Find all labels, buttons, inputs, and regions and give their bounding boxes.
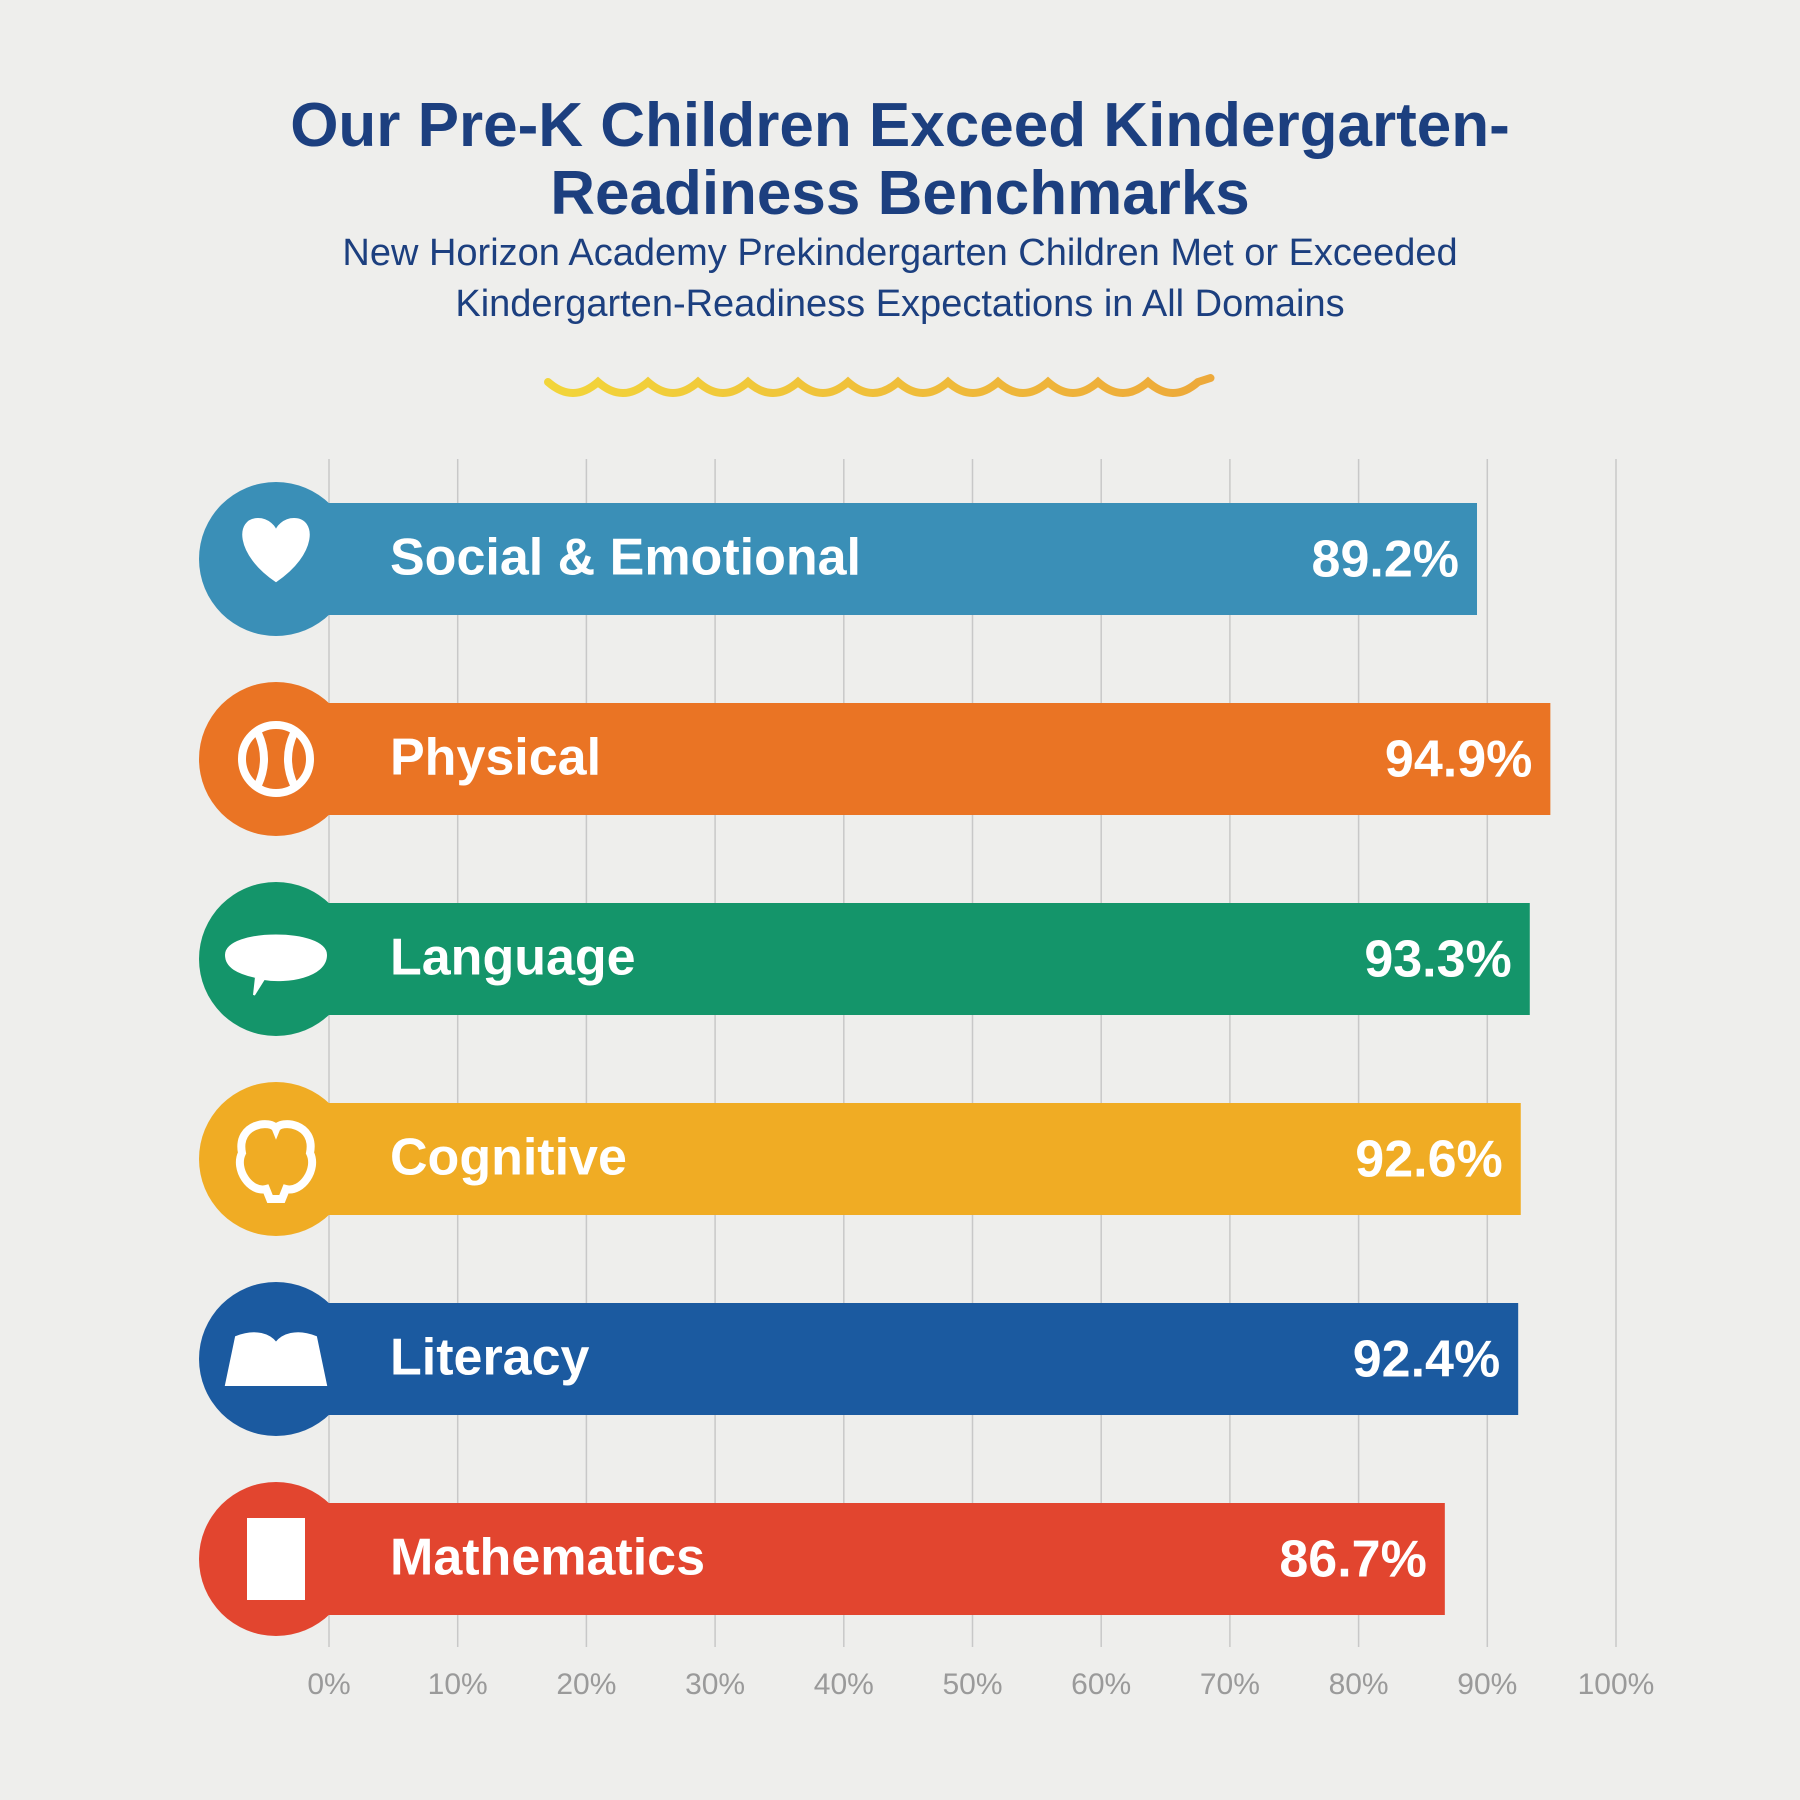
chart-title: Our Pre-K Children Exceed Kindergarten-R… xyxy=(290,91,1510,228)
value-label: 94.9% xyxy=(1385,731,1532,789)
category-label: Social & Emotional xyxy=(390,529,861,587)
value-label: 89.2% xyxy=(1312,531,1459,589)
bar xyxy=(276,1503,1445,1615)
bar xyxy=(276,703,1551,815)
x-tick-label: 0% xyxy=(307,1668,350,1701)
category-label: Language xyxy=(390,929,636,987)
value-label: 86.7% xyxy=(1279,1531,1426,1589)
category-label: Mathematics xyxy=(390,1529,705,1587)
icon xyxy=(224,934,328,996)
category-label: Literacy xyxy=(390,1329,590,1387)
value-label: 92.4% xyxy=(1353,1331,1500,1389)
x-tick-label: 30% xyxy=(685,1668,745,1701)
bar xyxy=(276,1303,1519,1415)
icon xyxy=(247,1518,305,1600)
x-tick-label: 60% xyxy=(1071,1668,1131,1701)
category-label: Physical xyxy=(390,729,601,787)
bar xyxy=(276,903,1530,1015)
x-tick-label: 10% xyxy=(428,1668,488,1701)
value-label: 92.6% xyxy=(1355,1131,1502,1189)
icon xyxy=(224,1332,328,1386)
wave-decoration xyxy=(544,374,1215,397)
x-tick-label: 20% xyxy=(556,1668,616,1701)
x-tick-label: 80% xyxy=(1329,1668,1389,1701)
bars: Social & Emotional 89.2% Physical 94.9% Lang… xyxy=(199,482,1551,1636)
chart-subtitle: New Horizon Academy Prekindergarten Chil… xyxy=(342,232,1458,325)
x-tick-label: 90% xyxy=(1457,1668,1517,1701)
icon xyxy=(237,721,315,797)
grid: 0% 10% 20% 30% 40% 50% 60% 70% 80% 90% 100% xyxy=(307,459,1654,1701)
icon xyxy=(236,1120,316,1203)
category-label: Cognitive xyxy=(390,1129,627,1187)
x-tick-label: 50% xyxy=(942,1668,1002,1701)
value-label: 93.3% xyxy=(1364,931,1511,989)
bar xyxy=(276,1103,1521,1215)
icon xyxy=(242,517,310,583)
x-tick-label: 100% xyxy=(1578,1668,1655,1701)
x-tick-label: 40% xyxy=(814,1668,874,1701)
bar xyxy=(276,503,1478,615)
x-tick-label: 70% xyxy=(1200,1668,1260,1701)
